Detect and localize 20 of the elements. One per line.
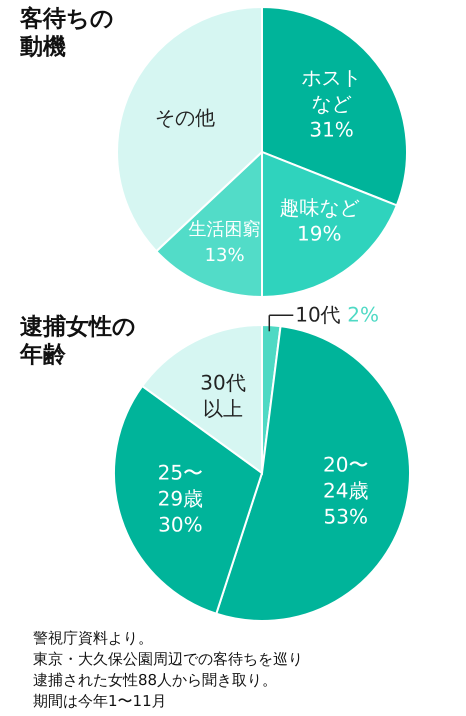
data-label: 13%: [204, 245, 245, 266]
data-label: 53%: [324, 504, 368, 529]
text: 期間は今年1〜11月: [33, 692, 167, 710]
data-label: 19%: [297, 222, 342, 246]
slice-label: 30代以上: [200, 370, 246, 421]
text: 逮捕された女性88人から聞き取り。: [33, 671, 278, 689]
data-label: 2%: [347, 302, 380, 326]
slice-label: 25〜29歳: [158, 460, 204, 511]
slice-label: 生活困窮: [188, 219, 261, 240]
slice-label: その他: [154, 106, 215, 130]
data-label: 30%: [158, 512, 203, 537]
data-label: 31%: [309, 118, 354, 142]
slice-label: 20〜24歳: [323, 452, 368, 503]
slice-label: 趣味など: [279, 196, 360, 220]
text: 警視庁資料より。: [33, 629, 153, 647]
text: 東京・大久保公園周辺での客待ちを巡り: [33, 650, 303, 668]
slice-label: 10代: [295, 302, 341, 326]
slice-label: ホストなど: [302, 66, 362, 116]
text: 客待ちの動機: [19, 5, 114, 60]
text: 逮捕女性の年齢: [19, 314, 136, 368]
